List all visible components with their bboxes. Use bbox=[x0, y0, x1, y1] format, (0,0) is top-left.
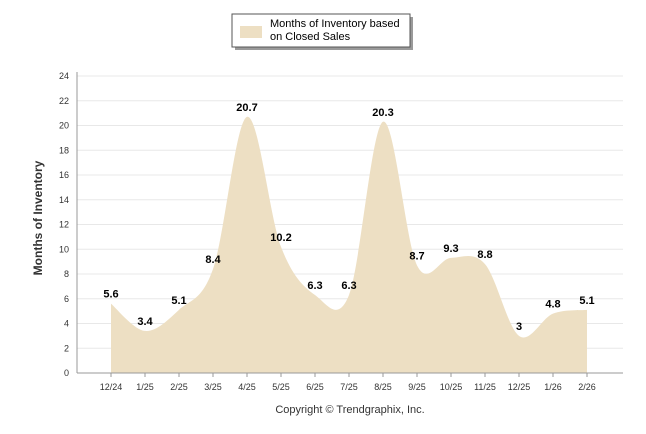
data-label: 5.1 bbox=[579, 295, 594, 307]
x-tick-label: 1/25 bbox=[136, 382, 154, 392]
x-tick-label: 4/25 bbox=[238, 382, 256, 392]
y-tick-label: 18 bbox=[59, 145, 69, 155]
axes bbox=[76, 72, 623, 374]
x-tick-label: 10/25 bbox=[440, 382, 463, 392]
x-tick-label: 12/24 bbox=[100, 382, 123, 392]
y-axis-title: Months of Inventory bbox=[31, 160, 45, 275]
x-tick-label: 6/25 bbox=[306, 382, 324, 392]
y-tick-label: 6 bbox=[64, 294, 69, 304]
data-labels: 5.6 3.4 5.1 8.4 20.7 10.2 6.3 6.3 20.3 8.7 9.3 8.8 3… bbox=[103, 102, 594, 333]
data-label: 8.7 bbox=[409, 250, 424, 262]
y-tick-label: 14 bbox=[59, 195, 69, 205]
area-series bbox=[111, 116, 587, 373]
data-label: 8.8 bbox=[477, 249, 492, 261]
data-label: 10.2 bbox=[270, 232, 291, 244]
data-label: 3.4 bbox=[137, 316, 153, 328]
legend-swatch bbox=[240, 26, 262, 38]
x-tick-label: 2/25 bbox=[170, 382, 188, 392]
x-tick-label: 11/25 bbox=[474, 382, 496, 392]
data-label: 8.4 bbox=[205, 254, 221, 266]
y-tick-label: 20 bbox=[59, 121, 69, 131]
data-label: 9.3 bbox=[443, 243, 458, 255]
x-tick-labels: 12/24 1/25 2/25 3/25 4/25 5/25 6/25 7/25 8/25 9/2… bbox=[100, 373, 596, 392]
y-tick-label: 10 bbox=[59, 244, 69, 254]
y-tick-label: 4 bbox=[64, 319, 69, 329]
data-label: 3 bbox=[516, 321, 522, 333]
data-label: 20.7 bbox=[236, 102, 257, 114]
legend-label-line-2: on Closed Sales bbox=[270, 31, 351, 43]
y-tick-label: 8 bbox=[64, 269, 69, 279]
data-label: 5.1 bbox=[171, 295, 186, 307]
y-tick-label: 12 bbox=[59, 220, 69, 230]
y-tick-label: 2 bbox=[64, 343, 69, 353]
data-label: 4.8 bbox=[545, 299, 560, 311]
y-tick-label: 24 bbox=[59, 71, 69, 81]
data-label: 20.3 bbox=[372, 107, 393, 119]
area-fill bbox=[111, 116, 587, 373]
x-tick-label: 12/25 bbox=[508, 382, 531, 392]
x-tick-label: 2/26 bbox=[578, 382, 596, 392]
x-tick-label: 8/25 bbox=[374, 382, 392, 392]
x-tick-label: 9/25 bbox=[408, 382, 426, 392]
legend[interactable]: Months of Inventory based on Closed Sale… bbox=[231, 13, 413, 50]
y-tick-label: 22 bbox=[59, 96, 69, 106]
y-tick-label: 16 bbox=[59, 170, 69, 180]
x-tick-label: 3/25 bbox=[204, 382, 222, 392]
data-label: 6.3 bbox=[341, 280, 356, 292]
x-tick-label: 7/25 bbox=[340, 382, 358, 392]
legend-label-line-1: Months of Inventory based bbox=[270, 18, 400, 30]
data-label: 6.3 bbox=[307, 280, 322, 292]
y-tick-label: 0 bbox=[64, 368, 69, 378]
copyright-footer: Copyright © Trendgraphix, Inc. bbox=[275, 404, 424, 416]
x-tick-label: 1/26 bbox=[544, 382, 562, 392]
data-label: 5.6 bbox=[103, 289, 118, 301]
x-tick-label: 5/25 bbox=[272, 382, 290, 392]
